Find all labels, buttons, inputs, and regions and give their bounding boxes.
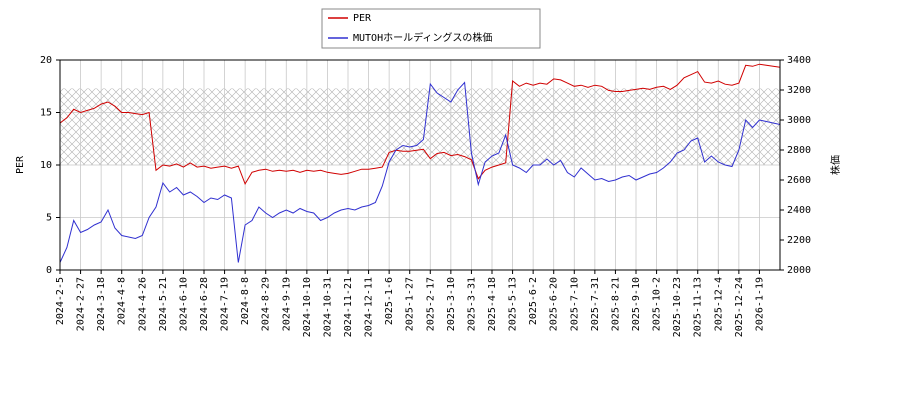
x-tick-label: 2025-6-20	[549, 277, 560, 331]
plot-frame	[59, 59, 781, 271]
x-tick-label: 2025-1-27	[405, 277, 416, 331]
x-tick-label: 2024-10-10	[302, 277, 313, 337]
x-tick-label: 2024-11-21	[343, 277, 354, 337]
x-tick-label: 2024-4-8	[117, 277, 128, 325]
y2-tick-label: 2600	[787, 175, 811, 186]
series-line	[59, 81, 781, 263]
legend-label: PER	[353, 13, 372, 24]
x-tick-label: 2025-4-18	[487, 277, 498, 331]
y2-axis-label: 株価	[829, 155, 842, 175]
x-tick-label: 2024-2-27	[76, 277, 87, 331]
x-tick-label: 2024-10-31	[322, 277, 333, 337]
y-tick-label: 15	[40, 108, 52, 119]
x-tick-label: 2024-12-11	[364, 277, 375, 337]
x-tick-label: 2025-3-10	[446, 277, 457, 331]
series-line	[59, 63, 781, 186]
y-tick-label: 5	[46, 213, 52, 224]
x-tick-label: 2024-3-18	[96, 277, 107, 331]
x-tick-label: 2025-3-31	[466, 277, 477, 331]
y2-tick-label: 2800	[787, 145, 811, 156]
x-tick-label: 2024-4-26	[137, 277, 148, 331]
y2-tick-label: 3200	[787, 85, 811, 96]
x-tick-label: 2025-5-13	[508, 277, 519, 331]
x-tick-label: 2024-2-5	[55, 277, 66, 325]
x-tick-label: 2025-11-13	[693, 277, 704, 337]
x-tick-label: 2024-5-21	[158, 277, 169, 331]
x-tick-label: 2025-9-10	[631, 277, 642, 331]
y2-tick-label: 3400	[787, 55, 811, 66]
legend: PER MUTOHホールディングスの株価	[321, 8, 541, 49]
x-tick-label: 2025-10-2	[652, 277, 663, 331]
x-tick-label: 2025-12-4	[713, 277, 724, 331]
x-tick-label: 2025-6-2	[528, 277, 539, 325]
legend-label: MUTOHホールディングスの株価	[353, 31, 492, 44]
y2-tick-label: 2200	[787, 235, 811, 246]
x-tick-label: 2025-7-31	[590, 277, 601, 331]
y2-tick-label: 2400	[787, 205, 811, 216]
x-tick-label: 2025-2-17	[425, 277, 436, 331]
y2-tick-label: 2000	[787, 265, 811, 276]
x-tick-label: 2024-8-29	[261, 277, 272, 331]
x-tick-label: 2025-8-21	[610, 277, 621, 331]
y-tick-label: 20	[40, 55, 52, 66]
x-tick-label: 2026-1-19	[754, 277, 765, 331]
x-tick-label: 2024-6-28	[199, 277, 210, 331]
x-tick-label: 2024-7-19	[220, 277, 231, 331]
x-tick-label: 2024-8-8	[240, 277, 251, 325]
x-tick-label: 2025-7-10	[569, 277, 580, 331]
x-tick-label: 2025-12-24	[734, 277, 745, 337]
y-tick-label: 0	[46, 265, 52, 276]
y-axis-label: PER	[15, 155, 26, 174]
hatched-band	[60, 88, 780, 165]
x-tick-label: 2024-6-10	[178, 277, 189, 331]
x-tick-label: 2024-9-19	[281, 277, 292, 331]
x-tick-label: 2025-1-6	[384, 277, 395, 325]
y2-tick-label: 3000	[787, 115, 811, 126]
x-tick-label: 2025-10-23	[672, 277, 683, 337]
legend-box	[321, 8, 541, 49]
y-tick-label: 10	[40, 160, 52, 171]
